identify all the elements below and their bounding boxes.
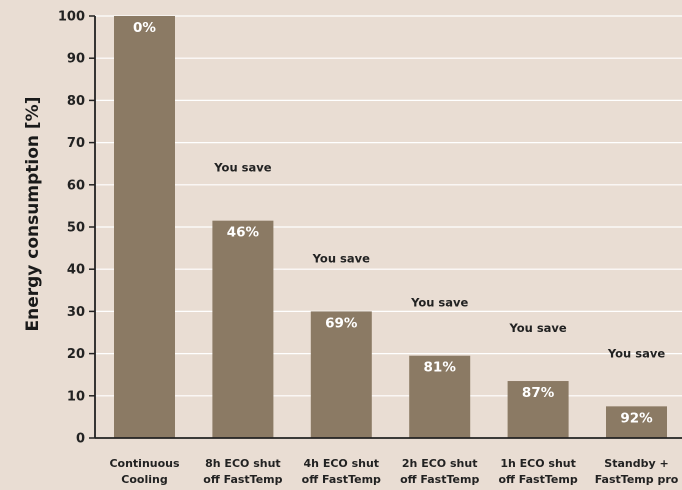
bar [409, 355, 471, 438]
y-axis-title: Energy consumption [%] [23, 97, 43, 332]
bar-value-label: 92% [620, 410, 653, 426]
y-tick-label: 40 [67, 263, 85, 278]
labels: 0 10 20 30 40 50 60 70 80 90 100 0% 46% 69% 81% 87% 92% C… [58, 10, 679, 487]
x-tick-label: Continuous Cooling [109, 457, 180, 486]
axes [89, 15, 682, 439]
x-tick-label: 8h ECO shut off FastTemp [203, 457, 282, 486]
bar-value-label: 81% [424, 360, 457, 376]
x-tick-label: 1h ECO shut off FastTemp [498, 457, 577, 486]
x-tick-label: 4h ECO shut off FastTemp [302, 457, 381, 486]
y-tick-label: 60 [67, 178, 85, 193]
bars [114, 16, 667, 438]
bar [507, 381, 569, 438]
y-tick-label: 30 [67, 305, 85, 320]
x-tick-label: 2h ECO shut off FastTemp [400, 457, 479, 486]
savings-annotation: You save [213, 161, 271, 175]
bar-value-label: 87% [522, 385, 555, 401]
bar-value-label: 69% [325, 315, 358, 331]
y-tick-label: 0 [76, 432, 85, 447]
savings-annotation: You save [508, 321, 566, 335]
bar [114, 16, 175, 438]
y-tick-label: 20 [67, 347, 85, 362]
y-tick-label: 50 [67, 221, 85, 236]
bar-value-label: 46% [227, 225, 260, 241]
savings-annotation: You save [410, 296, 468, 310]
gridlines [95, 15, 682, 397]
x-tick-label: Standby + FastTemp pro [595, 457, 679, 486]
savings-annotation: You save [312, 251, 370, 265]
y-tick-label: 10 [67, 389, 85, 404]
savings-annotation: You save [607, 346, 665, 360]
y-tick-label: 70 [67, 136, 85, 151]
y-tick-label: 90 [67, 52, 85, 67]
y-tick-label: 100 [58, 10, 85, 25]
bar [310, 311, 372, 438]
y-tick-label: 80 [67, 94, 85, 109]
bar [212, 220, 274, 438]
bar [606, 406, 667, 438]
bar-value-label: 0% [133, 20, 156, 36]
